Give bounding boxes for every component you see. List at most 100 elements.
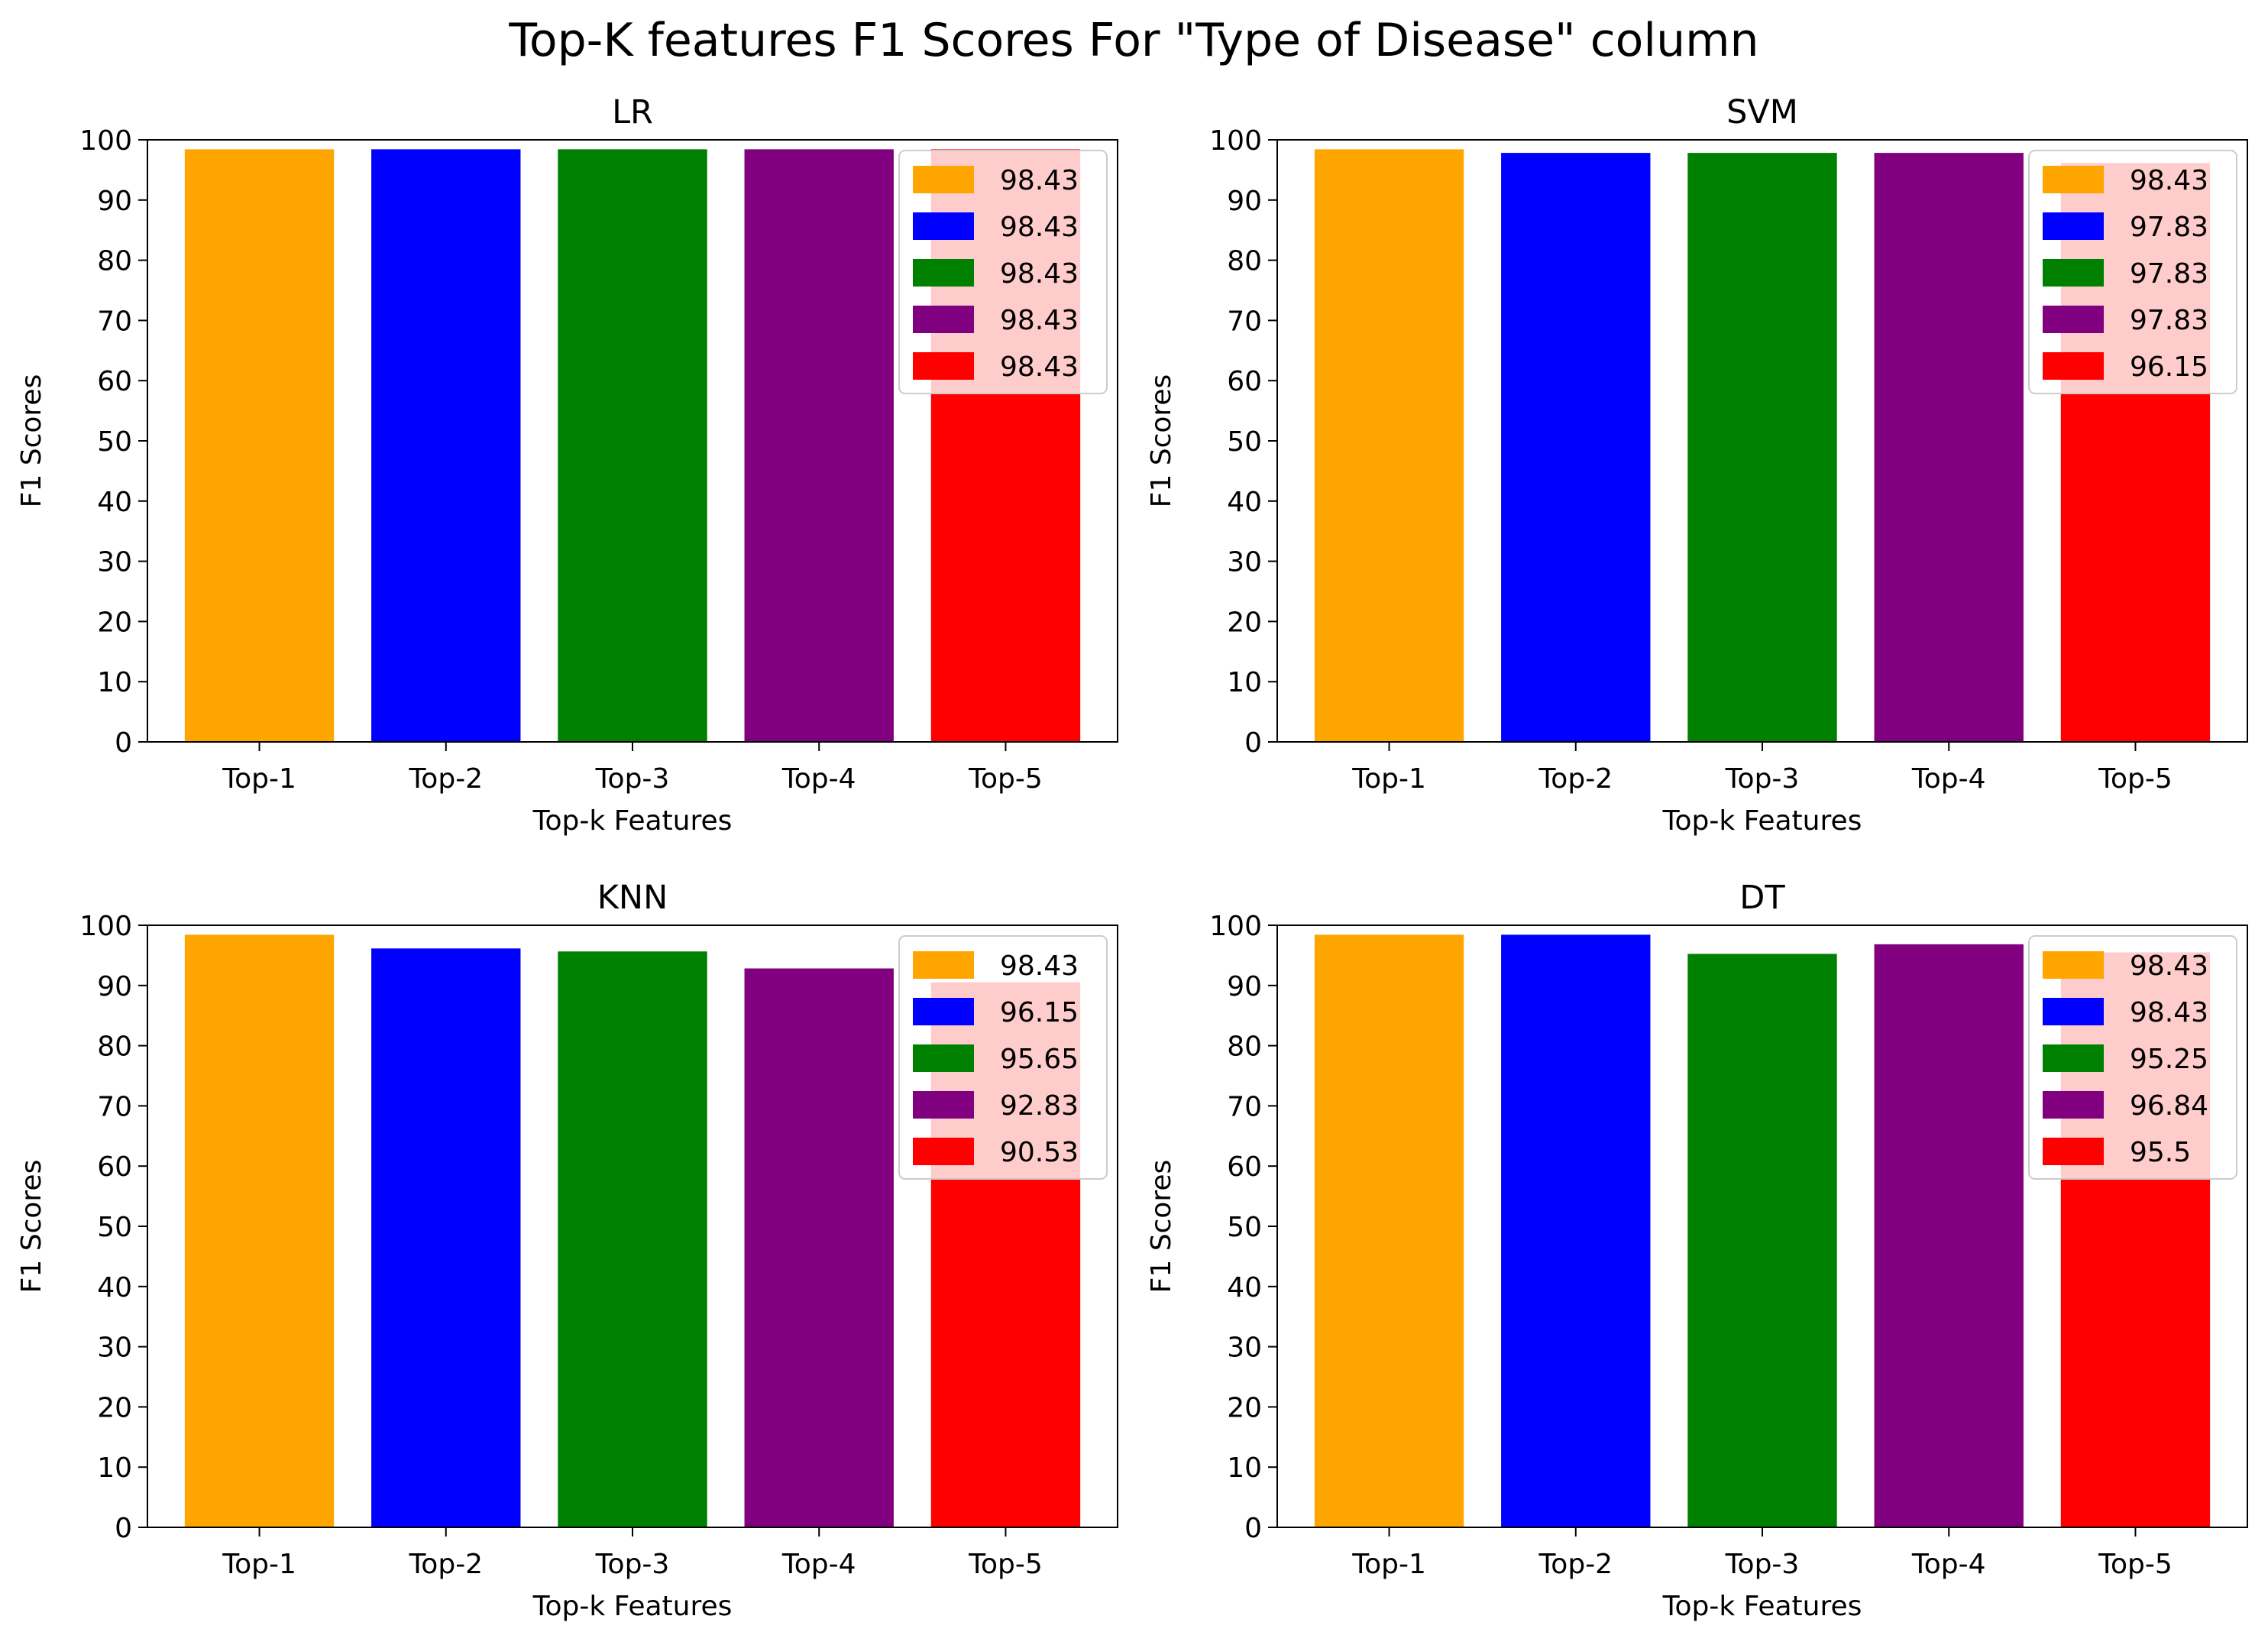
y-tick-label: 40 bbox=[97, 1272, 132, 1303]
legend-swatch bbox=[2043, 1091, 2104, 1119]
legend-label: 98.43 bbox=[2130, 997, 2208, 1028]
y-tick-label: 10 bbox=[97, 667, 132, 698]
legend-swatch bbox=[913, 259, 974, 287]
x-tick-label: Top-2 bbox=[1538, 1549, 1613, 1580]
y-axis-label: F1 Scores bbox=[16, 374, 47, 508]
legend-swatch bbox=[913, 212, 974, 240]
subplot-title: LR bbox=[612, 93, 653, 131]
legend-swatch bbox=[913, 951, 974, 979]
y-tick-label: 100 bbox=[1209, 125, 1262, 157]
y-tick-label: 30 bbox=[1227, 547, 1262, 578]
y-tick-label: 20 bbox=[97, 1392, 132, 1423]
legend-label: 95.65 bbox=[1000, 1044, 1079, 1075]
y-tick-label: 30 bbox=[97, 547, 132, 578]
y-tick-label: 90 bbox=[1227, 971, 1262, 1002]
y-tick-label: 80 bbox=[97, 1031, 132, 1063]
legend-label: 98.43 bbox=[1000, 351, 1079, 383]
x-tick-label: Top-1 bbox=[1351, 1549, 1426, 1580]
y-tick-label: 60 bbox=[1227, 366, 1262, 397]
legend-label: 90.53 bbox=[1000, 1137, 1079, 1168]
bar-top-2 bbox=[371, 149, 521, 743]
y-tick-label: 100 bbox=[79, 911, 132, 942]
y-tick-label: 40 bbox=[97, 487, 132, 518]
y-axis-label: F1 Scores bbox=[1146, 1160, 1177, 1294]
legend-swatch bbox=[913, 352, 974, 380]
legend-label: 97.83 bbox=[2130, 305, 2208, 336]
legend: 98.43 96.15 95.65 92.83 90.53 bbox=[898, 935, 1108, 1180]
y-axis-label: F1 Scores bbox=[1146, 374, 1177, 508]
bar-top-3 bbox=[558, 149, 707, 743]
legend-swatch bbox=[2043, 259, 2104, 287]
bar-top-3 bbox=[558, 951, 707, 1527]
legend-label: 98.43 bbox=[1000, 212, 1079, 243]
legend: 98.43 98.43 98.43 98.43 98.43 bbox=[898, 150, 1108, 394]
x-tick-label: Top-4 bbox=[1911, 763, 1986, 795]
y-tick-label: 10 bbox=[97, 1452, 132, 1484]
x-tick-label: Top-3 bbox=[595, 763, 670, 795]
bar-top-2 bbox=[1501, 934, 1651, 1527]
x-axis-label: Top-k Features bbox=[1662, 1591, 1862, 1622]
y-tick-label: 80 bbox=[1227, 246, 1262, 277]
legend-swatch bbox=[913, 1091, 974, 1119]
bar-top-1 bbox=[184, 934, 335, 1527]
x-tick-label: Top-3 bbox=[1725, 1549, 1800, 1580]
y-tick-label: 10 bbox=[1227, 1452, 1262, 1484]
subplot-title: KNN bbox=[597, 879, 668, 917]
y-tick-label: 50 bbox=[97, 1212, 132, 1243]
legend-swatch bbox=[2043, 352, 2104, 380]
subplot-title: DT bbox=[1739, 879, 1785, 917]
y-tick-label: 90 bbox=[1227, 186, 1262, 217]
legend-swatch bbox=[913, 998, 974, 1025]
y-tick-label: 80 bbox=[97, 246, 132, 277]
bar-top-4 bbox=[744, 149, 894, 743]
legend-label: 98.43 bbox=[1000, 950, 1079, 982]
y-tick-label: 0 bbox=[1244, 727, 1262, 759]
y-tick-label: 60 bbox=[97, 366, 132, 397]
x-axis-label: Top-k Features bbox=[532, 805, 733, 837]
figure-title: Top-K features F1 Scores For "Type of Di… bbox=[509, 14, 1759, 67]
y-tick-label: 0 bbox=[1244, 1513, 1262, 1544]
legend-swatch bbox=[2043, 951, 2104, 979]
bar-top-2 bbox=[1501, 153, 1651, 742]
x-tick-label: Top-4 bbox=[781, 763, 856, 795]
legend-label: 96.15 bbox=[2130, 351, 2208, 383]
x-tick-label: Top-1 bbox=[222, 1549, 296, 1580]
y-tick-label: 90 bbox=[97, 186, 132, 217]
y-tick-label: 70 bbox=[1227, 306, 1262, 337]
x-tick-label: Top-4 bbox=[1911, 1549, 1986, 1580]
legend-label: 92.83 bbox=[1000, 1090, 1079, 1122]
y-tick-label: 20 bbox=[97, 607, 132, 638]
legend-label: 98.43 bbox=[1000, 258, 1079, 290]
legend-swatch bbox=[2043, 306, 2104, 333]
subplot-svm: 0 10 20 30 40 50 60 70 80 90 100 Top-1 Top-2 Top-3 Top… bbox=[1146, 93, 2248, 837]
x-tick-label: Top-5 bbox=[2098, 763, 2173, 795]
legend-label: 97.83 bbox=[2130, 258, 2208, 290]
legend-label: 95.25 bbox=[2130, 1044, 2208, 1075]
x-tick-label: Top-3 bbox=[595, 1549, 670, 1580]
y-tick-label: 90 bbox=[97, 971, 132, 1002]
legend: 98.43 98.43 95.25 96.84 95.5 bbox=[2028, 935, 2237, 1180]
legend-swatch bbox=[2043, 166, 2104, 193]
legend-swatch bbox=[913, 306, 974, 333]
legend: 98.43 97.83 97.83 97.83 96.15 bbox=[2028, 150, 2237, 394]
legend-swatch bbox=[913, 1044, 974, 1072]
legend-label: 96.84 bbox=[2130, 1090, 2208, 1122]
bar-top-4 bbox=[1874, 153, 2024, 742]
y-tick-label: 20 bbox=[1227, 1392, 1262, 1423]
subplot-knn: 0 10 20 30 40 50 60 70 80 90 100 Top-1 Top-2 Top-3 Top… bbox=[16, 879, 1118, 1622]
y-tick-label: 20 bbox=[1227, 607, 1262, 638]
y-tick-label: 80 bbox=[1227, 1031, 1262, 1063]
y-tick-label: 70 bbox=[1227, 1091, 1262, 1122]
y-axis-label: F1 Scores bbox=[16, 1160, 47, 1294]
bar-top-3 bbox=[1687, 954, 1837, 1527]
y-tick-label: 50 bbox=[1227, 426, 1262, 458]
y-tick-label: 0 bbox=[115, 1513, 132, 1544]
legend-swatch bbox=[913, 1138, 974, 1165]
y-tick-label: 50 bbox=[1227, 1212, 1262, 1243]
legend-label: 96.15 bbox=[1000, 997, 1079, 1028]
x-tick-label: Top-4 bbox=[781, 1549, 856, 1580]
bar-top-4 bbox=[1874, 944, 2024, 1527]
x-tick-label: Top-3 bbox=[1725, 763, 1800, 795]
